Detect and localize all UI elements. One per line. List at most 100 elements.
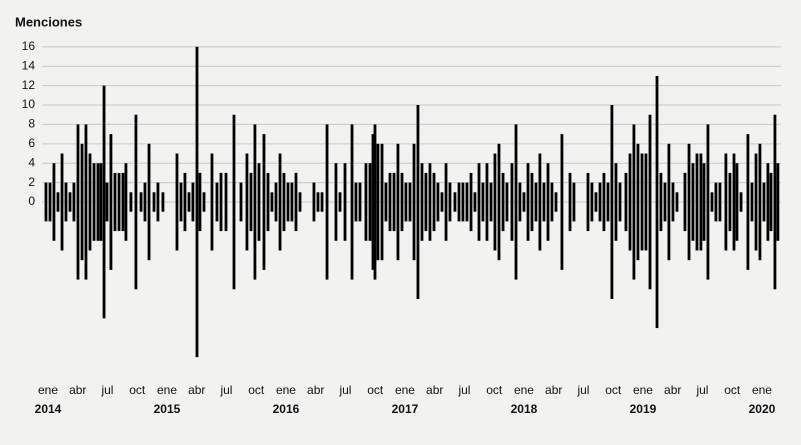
bar (428, 163, 432, 241)
bar (636, 143, 640, 261)
x-tick-label: oct (129, 383, 146, 397)
bar (648, 114, 652, 290)
bar (232, 114, 236, 290)
bar (404, 182, 408, 222)
y-tick-label: 16 (22, 39, 36, 53)
bar (606, 182, 610, 222)
bar (350, 124, 354, 280)
bar (187, 192, 191, 212)
bar (294, 172, 298, 232)
bar (175, 153, 179, 251)
bar (691, 163, 695, 241)
x-tick-label: abr (307, 383, 324, 397)
y-tick-label: 12 (22, 78, 36, 92)
bar (590, 182, 594, 222)
bar (84, 124, 88, 280)
bar (766, 163, 770, 241)
y-tick-label: 6 (28, 136, 35, 150)
bar (505, 182, 509, 222)
bar (92, 163, 96, 241)
bar (465, 182, 469, 222)
x-tick-label: oct (486, 383, 503, 397)
bar (210, 153, 214, 251)
bar (728, 172, 732, 232)
y-tick-label: 4 (28, 155, 35, 169)
bar (368, 163, 372, 241)
bar (706, 124, 710, 280)
bar (72, 182, 76, 222)
y-tick-label: 10 (22, 97, 36, 111)
x-tick-label: abr (69, 383, 86, 397)
bar (739, 192, 743, 212)
bar (683, 172, 687, 232)
bar (298, 192, 302, 212)
bar (373, 124, 377, 280)
bar (408, 182, 412, 222)
bar (76, 124, 80, 280)
bar (60, 153, 64, 251)
bar (602, 172, 606, 232)
bar (376, 143, 380, 261)
bar (420, 163, 424, 241)
bar (412, 143, 416, 261)
bar (501, 172, 505, 232)
y-tick-label: 8 (28, 117, 35, 131)
bar (249, 172, 253, 232)
bar (253, 124, 257, 280)
bar (388, 172, 392, 232)
bar (262, 134, 266, 270)
bar (457, 182, 461, 222)
bar (655, 75, 659, 329)
x-tick-label: ene (514, 383, 534, 397)
bar (152, 192, 156, 212)
year-label: 2014 (35, 402, 62, 416)
bar (732, 153, 736, 251)
bar (624, 172, 628, 232)
bar (320, 192, 324, 212)
x-tick-label: ene (633, 383, 653, 397)
x-tick-label: ene (395, 383, 415, 397)
bar (514, 124, 518, 280)
bar (436, 182, 440, 222)
x-tick-label: jul (457, 383, 470, 397)
bar (139, 192, 143, 212)
bar (702, 163, 706, 241)
bar (750, 182, 754, 222)
x-tick-label: oct (367, 383, 384, 397)
bar (371, 134, 375, 270)
bar (195, 46, 199, 358)
x-tick-label: jul (695, 383, 708, 397)
bar (526, 163, 530, 241)
bar (96, 163, 100, 241)
bar (473, 192, 477, 212)
bar (325, 124, 329, 280)
bar (560, 134, 564, 270)
bar (147, 143, 151, 261)
bar (278, 153, 282, 251)
bar (534, 182, 538, 222)
bar (440, 192, 444, 212)
chart-title: Menciones (15, 14, 82, 29)
bar (448, 182, 452, 222)
bar (396, 143, 400, 261)
bar (510, 163, 514, 241)
bar (667, 143, 671, 261)
bar (773, 114, 777, 290)
bar (618, 182, 622, 222)
bar (481, 182, 485, 222)
bar (530, 172, 534, 232)
bar (245, 153, 249, 251)
bar (334, 163, 338, 241)
bar (695, 153, 699, 251)
y-tick-label: 14 (22, 58, 36, 72)
bar (117, 172, 121, 232)
bar (776, 163, 780, 241)
bar (316, 192, 320, 212)
x-tick-label: abr (426, 383, 443, 397)
x-tick-label: oct (724, 383, 741, 397)
x-tick-label: ene (752, 383, 772, 397)
bar (644, 153, 648, 251)
bar (687, 143, 691, 261)
